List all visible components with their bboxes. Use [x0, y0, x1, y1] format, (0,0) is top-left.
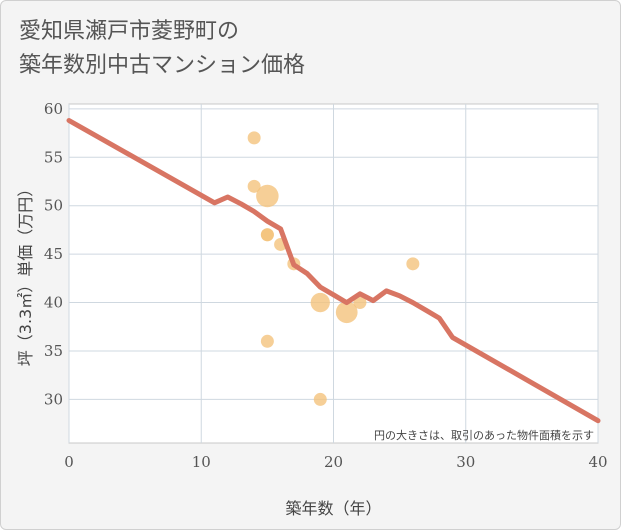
y-tick-label: 60 [44, 100, 63, 118]
data-point [260, 228, 274, 242]
data-point [247, 131, 261, 145]
x-tick-label: 0 [64, 453, 74, 471]
size-annotation: 円の大きさは、取引のあった物件面積を示す [374, 428, 594, 442]
y-tick-label: 50 [44, 197, 63, 215]
data-point [335, 301, 358, 324]
y-tick-label: 40 [44, 294, 63, 312]
trend-line [66, 118, 601, 424]
y-tick-label: 45 [44, 245, 63, 263]
data-point [313, 392, 327, 406]
data-points [247, 131, 420, 406]
x-axis-ticks: 0 10 20 30 40 [64, 453, 607, 471]
y-tick-label: 55 [44, 148, 63, 166]
x-axis-title: 築年数（年） [285, 499, 381, 518]
chart-title: 愛知県瀬戸市菱野町の 築年数別中古マンション価格 [19, 15, 305, 83]
x-tick-label: 20 [324, 453, 343, 471]
y-axis-ticks: 30 35 40 45 50 55 60 [44, 100, 63, 409]
data-point [310, 292, 330, 313]
grid-lines [68, 104, 599, 443]
data-point [406, 257, 420, 271]
data-point [247, 179, 261, 193]
data-point [353, 296, 367, 310]
chart-title-line-1: 愛知県瀬戸市菱野町の [19, 19, 240, 44]
data-point [256, 184, 279, 208]
y-tick-label: 30 [44, 390, 63, 408]
data-point [260, 334, 274, 348]
y-axis-title: 坪（3.3㎡）単価（万円） [16, 181, 35, 366]
chart-title-line-2: 築年数別中古マンション価格 [19, 53, 306, 78]
y-tick-label: 35 [44, 342, 63, 360]
x-tick-label: 10 [192, 453, 211, 471]
x-tick-label: 30 [456, 453, 475, 471]
x-tick-label: 40 [588, 453, 607, 471]
